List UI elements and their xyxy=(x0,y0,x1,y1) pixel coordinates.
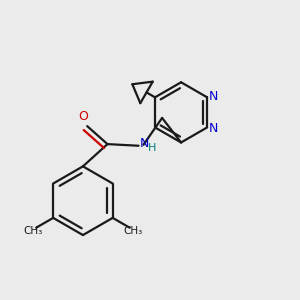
Text: N: N xyxy=(208,122,218,135)
Text: CH₃: CH₃ xyxy=(123,226,142,236)
Text: H: H xyxy=(148,143,156,153)
Text: O: O xyxy=(78,110,88,124)
Text: N: N xyxy=(208,89,218,103)
Text: CH₃: CH₃ xyxy=(23,226,43,236)
Text: N: N xyxy=(140,137,150,150)
